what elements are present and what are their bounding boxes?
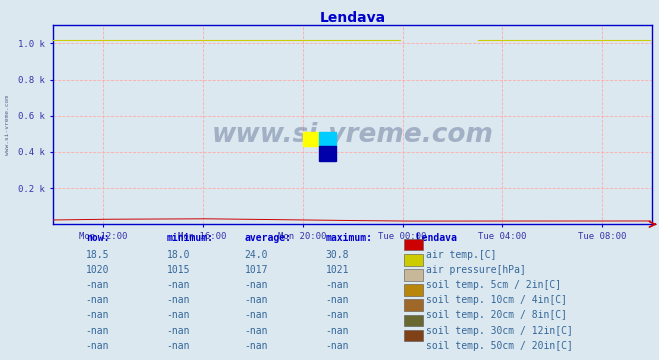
Text: 1017: 1017 <box>244 265 268 275</box>
Bar <box>403 284 422 296</box>
Bar <box>403 269 422 281</box>
Text: average:: average: <box>244 233 292 243</box>
Text: 1021: 1021 <box>326 265 349 275</box>
Title: Lendava: Lendava <box>320 11 386 25</box>
Text: minimum:: minimum: <box>167 233 214 243</box>
Text: -nan: -nan <box>326 280 349 290</box>
Text: soil temp. 50cm / 20in[C]: soil temp. 50cm / 20in[C] <box>426 341 573 351</box>
Text: -nan: -nan <box>86 310 109 320</box>
Text: -nan: -nan <box>244 295 268 305</box>
Text: -nan: -nan <box>167 310 190 320</box>
Text: -nan: -nan <box>244 341 268 351</box>
Text: 1015: 1015 <box>167 265 190 275</box>
Text: -nan: -nan <box>86 325 109 336</box>
Text: 1020: 1020 <box>86 265 109 275</box>
Text: -nan: -nan <box>326 295 349 305</box>
Text: www.si-vreme.com: www.si-vreme.com <box>5 95 11 155</box>
Text: -nan: -nan <box>244 325 268 336</box>
Text: -nan: -nan <box>86 280 109 290</box>
Text: -nan: -nan <box>167 341 190 351</box>
Text: -nan: -nan <box>244 280 268 290</box>
Text: air temp.[C]: air temp.[C] <box>426 250 497 260</box>
Bar <box>403 315 422 326</box>
Text: -nan: -nan <box>167 295 190 305</box>
Text: -nan: -nan <box>244 310 268 320</box>
Text: 18.0: 18.0 <box>167 250 190 260</box>
Bar <box>403 330 422 341</box>
Text: www.si-vreme.com: www.si-vreme.com <box>212 122 494 148</box>
Text: -nan: -nan <box>326 341 349 351</box>
Text: -nan: -nan <box>86 341 109 351</box>
Text: -nan: -nan <box>167 325 190 336</box>
Text: 18.5: 18.5 <box>86 250 109 260</box>
Text: 30.8: 30.8 <box>326 250 349 260</box>
Text: air pressure[hPa]: air pressure[hPa] <box>426 265 526 275</box>
Bar <box>302 132 319 147</box>
Text: soil temp. 30cm / 12in[C]: soil temp. 30cm / 12in[C] <box>426 325 573 336</box>
Text: maximum:: maximum: <box>326 233 372 243</box>
Text: now:: now: <box>86 233 109 243</box>
Text: -nan: -nan <box>167 280 190 290</box>
Bar <box>403 300 422 311</box>
Text: soil temp. 10cm / 4in[C]: soil temp. 10cm / 4in[C] <box>426 295 567 305</box>
Text: soil temp. 20cm / 8in[C]: soil temp. 20cm / 8in[C] <box>426 310 567 320</box>
Text: -nan: -nan <box>326 325 349 336</box>
Text: Lendava: Lendava <box>403 233 457 243</box>
Bar <box>403 254 422 266</box>
Bar <box>319 132 336 147</box>
Bar <box>403 239 422 251</box>
Text: -nan: -nan <box>326 310 349 320</box>
Text: 24.0: 24.0 <box>244 250 268 260</box>
Bar <box>319 147 336 161</box>
Text: -nan: -nan <box>86 295 109 305</box>
Text: soil temp. 5cm / 2in[C]: soil temp. 5cm / 2in[C] <box>426 280 561 290</box>
